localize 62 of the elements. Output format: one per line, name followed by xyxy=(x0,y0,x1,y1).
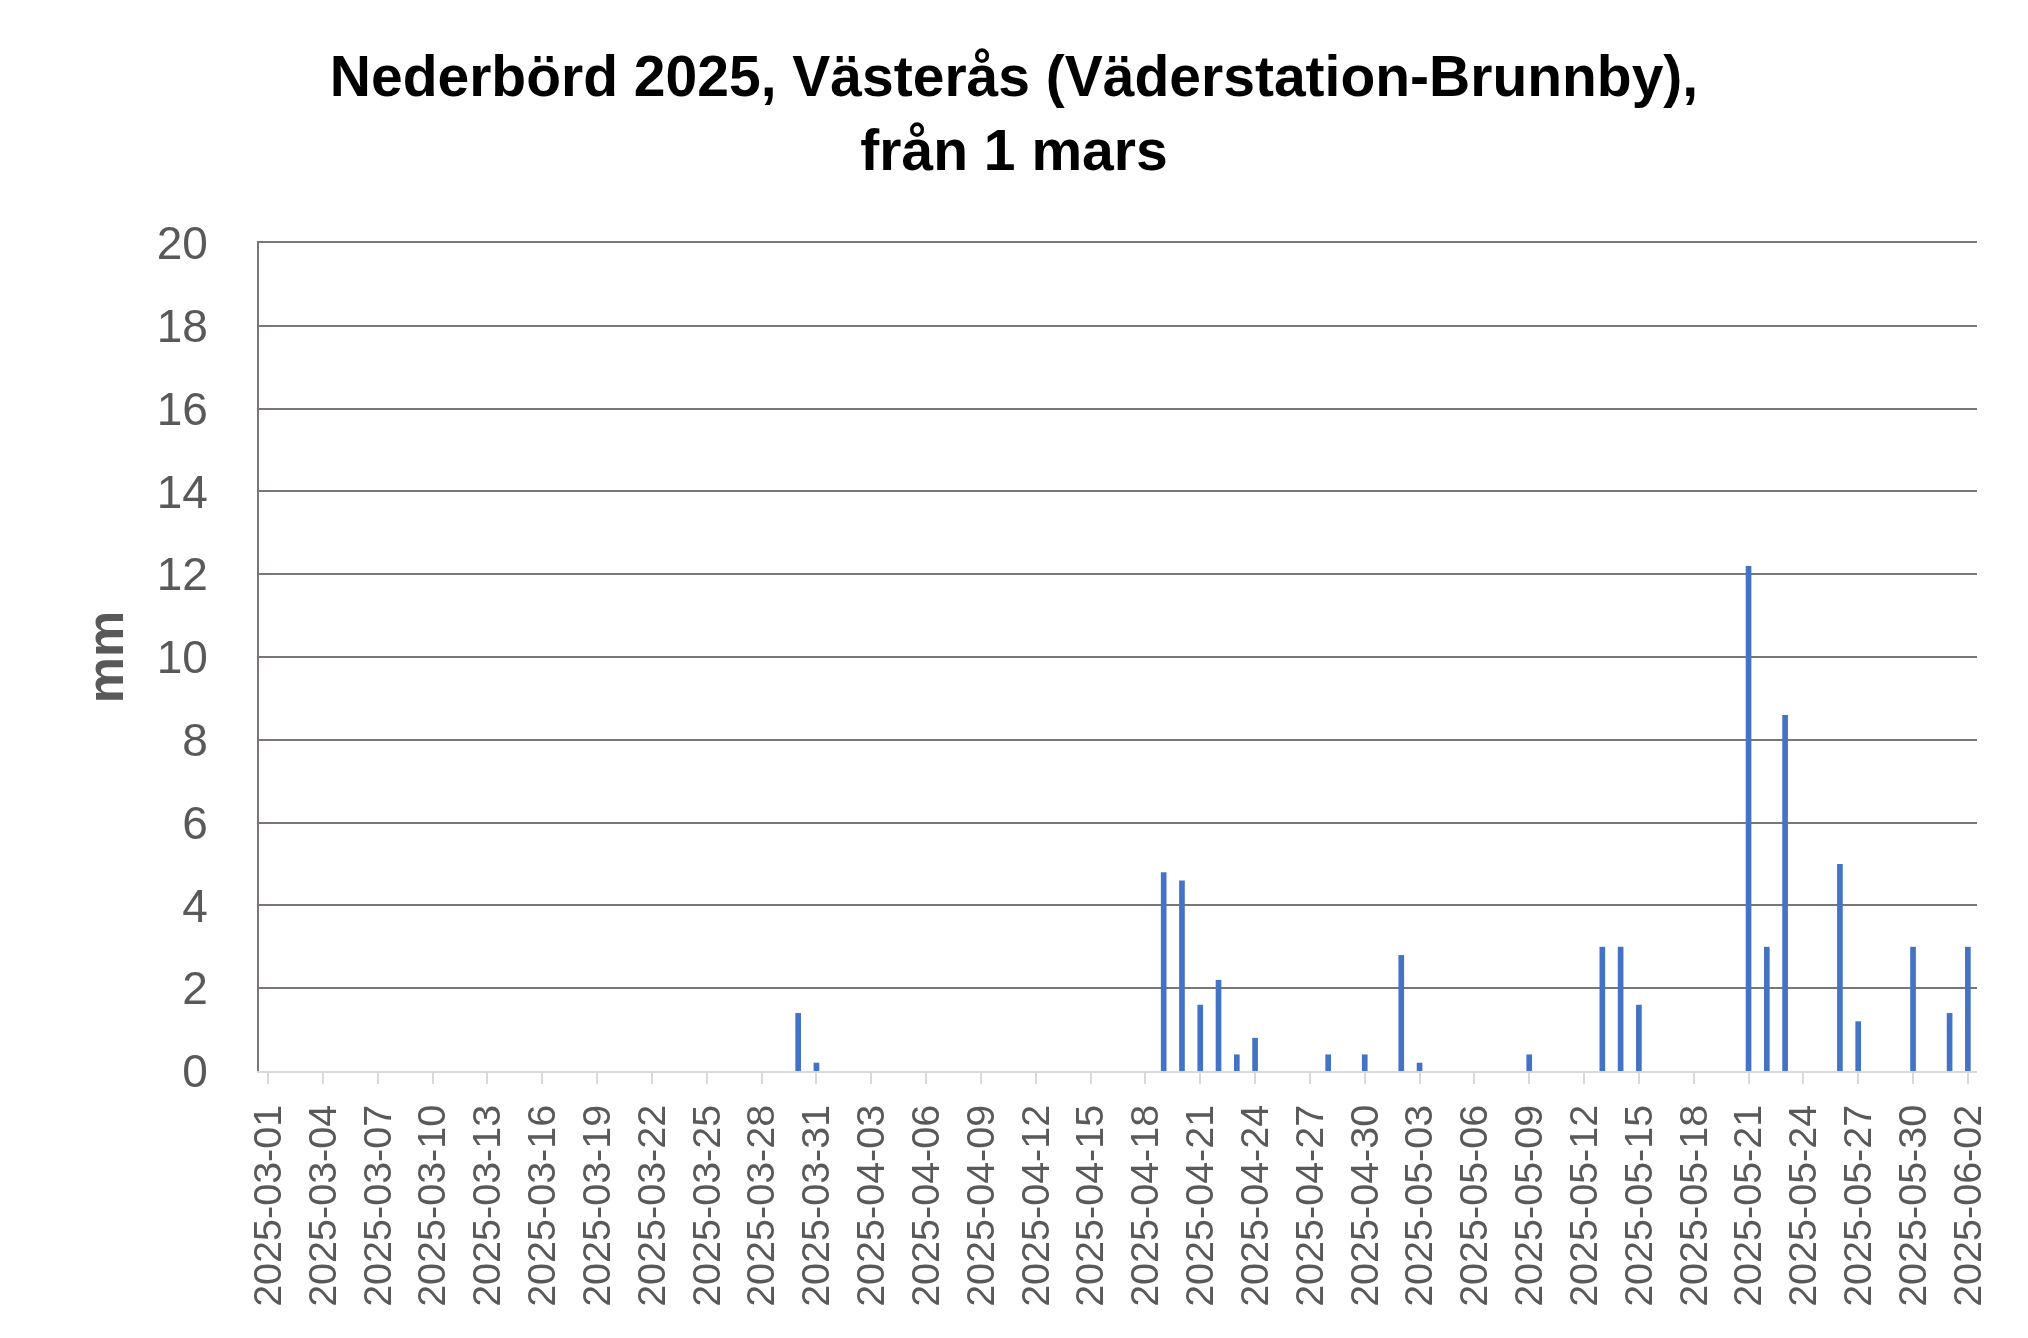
y-tick-label: 6 xyxy=(182,796,208,849)
bar xyxy=(795,1013,801,1071)
x-tick-label: 2025-04-27 xyxy=(1286,1104,1331,1307)
y-tick-label: 20 xyxy=(156,217,208,270)
x-tick-label: 2025-03-10 xyxy=(409,1104,454,1307)
bar xyxy=(1325,1054,1332,1071)
x-tick-label: 2025-03-28 xyxy=(738,1104,783,1307)
x-tick-label: 2025-05-27 xyxy=(1835,1104,1880,1307)
x-tick-label: 2025-05-15 xyxy=(1615,1104,1660,1307)
bar xyxy=(1179,880,1185,1071)
x-tick-label: 2025-04-03 xyxy=(848,1104,893,1307)
y-axis-title: mm xyxy=(76,610,135,704)
x-tick-label: 2025-06-02 xyxy=(1944,1104,1989,1307)
x-tick-label: 2025-03-19 xyxy=(573,1104,618,1307)
y-tick-label: 14 xyxy=(156,465,208,518)
x-tick-label: 2025-04-30 xyxy=(1341,1104,1386,1307)
y-tick-label: 16 xyxy=(156,382,208,435)
bar xyxy=(1910,946,1916,1071)
x-tick-label: 2025-04-24 xyxy=(1231,1104,1276,1307)
y-tick-label: 0 xyxy=(182,1045,208,1098)
x-tick-label: 2025-05-21 xyxy=(1725,1104,1770,1307)
x-tick-label: 2025-05-09 xyxy=(1506,1104,1551,1307)
x-tick-label: 2025-05-06 xyxy=(1451,1104,1496,1307)
x-tick-label: 2025-04-12 xyxy=(1012,1104,1057,1307)
x-tick-label: 2025-03-04 xyxy=(299,1104,344,1307)
x-tick-label: 2025-04-09 xyxy=(957,1104,1002,1307)
x-tick-label: 2025-03-25 xyxy=(683,1104,728,1307)
x-tick-label: 2025-04-21 xyxy=(1177,1104,1222,1307)
x-tick-label: 2025-04-15 xyxy=(1067,1104,1112,1307)
x-tick-label: 2025-05-30 xyxy=(1889,1104,1934,1307)
x-tick-label: 2025-03-16 xyxy=(519,1104,564,1307)
y-tick-label: 18 xyxy=(156,299,208,352)
bar xyxy=(1197,1004,1204,1071)
y-tick-label: 10 xyxy=(156,631,208,684)
bar xyxy=(1965,946,1971,1071)
chart-title: Nederbörd 2025, Västerås (Väderstation-Brunnby), från 1 mars xyxy=(329,44,1699,183)
bar xyxy=(1252,1037,1258,1071)
x-tick-label: 2025-05-18 xyxy=(1670,1104,1715,1307)
bar xyxy=(1361,1054,1368,1071)
x-tick-label: 2025-03-13 xyxy=(464,1104,509,1307)
x-tick-label: 2025-03-22 xyxy=(628,1104,673,1307)
y-tick-label: 12 xyxy=(156,548,208,601)
x-tick-label: 2025-03-01 xyxy=(244,1104,289,1307)
bar xyxy=(1782,714,1788,1071)
y-tick-label: 2 xyxy=(182,962,208,1015)
x-tick-label: 2025-05-03 xyxy=(1396,1104,1441,1307)
bar xyxy=(1160,872,1167,1071)
x-tick-label: 2025-05-12 xyxy=(1560,1104,1605,1307)
bar xyxy=(1837,864,1843,1071)
bar xyxy=(1526,1054,1533,1071)
x-tick-label: 2025-03-31 xyxy=(793,1104,838,1307)
y-tick-label: 8 xyxy=(182,713,208,766)
bar xyxy=(1855,1021,1862,1071)
bar xyxy=(1636,1004,1642,1071)
x-tick-label: 2025-04-18 xyxy=(1122,1104,1167,1307)
x-tick-label: 2025-03-07 xyxy=(354,1104,399,1307)
bar xyxy=(1398,955,1405,1071)
bar xyxy=(1763,946,1770,1071)
x-tick-label: 2025-05-24 xyxy=(1780,1104,1825,1307)
y-tick-label: 4 xyxy=(182,879,208,932)
x-tick-label: 2025-04-06 xyxy=(902,1104,947,1307)
bar xyxy=(1233,1054,1240,1071)
